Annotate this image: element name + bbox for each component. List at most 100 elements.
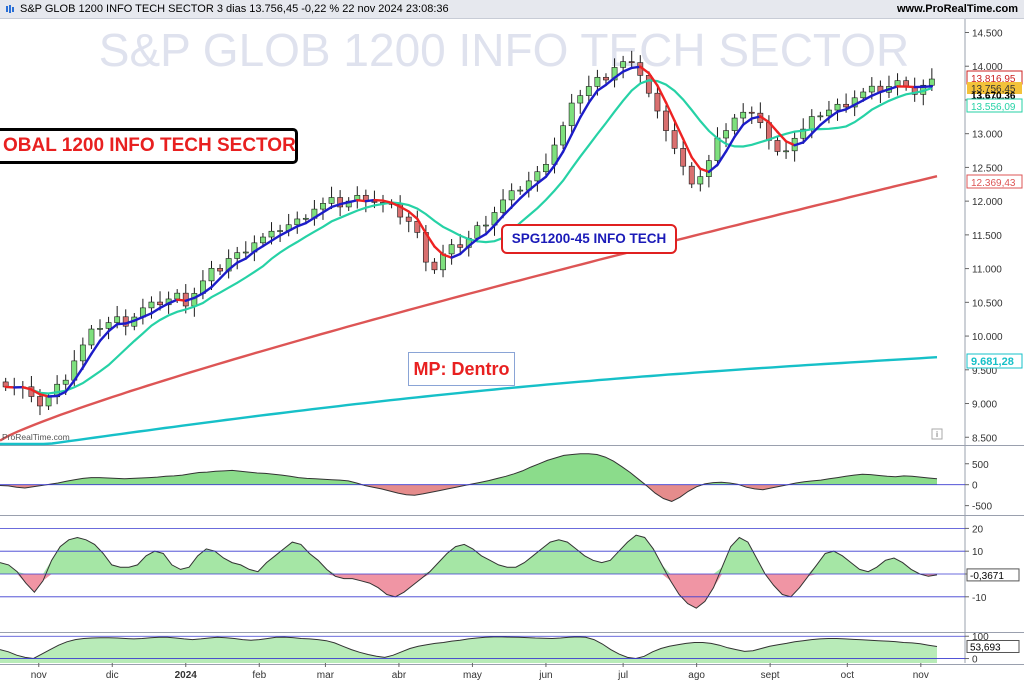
candle-body [431, 261, 438, 271]
signal-line-segment [330, 203, 342, 209]
signal-line-segment [167, 298, 179, 305]
signal-line-segment [613, 70, 625, 79]
signal-line-segment [115, 322, 127, 326]
candle-body [645, 75, 652, 94]
indicator-line [0, 453, 938, 502]
candle-body [457, 244, 464, 248]
signal-line-segment [244, 250, 256, 260]
price-label-ma-medium-box [966, 98, 1023, 113]
signal-line-segment [501, 205, 513, 217]
oscillator-panel [0, 528, 965, 609]
candle-body [731, 117, 738, 131]
signal-line-segment [218, 268, 230, 280]
last-price-highlight [967, 82, 1022, 94]
signal-line-segment [416, 217, 428, 235]
indicator-tick-label: 500 [972, 460, 989, 471]
indicator-tick-label: 0 [972, 481, 978, 492]
ticker-label: SPG1200-45 INFO TECH [501, 224, 677, 254]
signal-line-segment [390, 201, 402, 208]
website-link[interactable]: www.ProRealTime.com [896, 3, 1018, 15]
signal-line-segment [741, 117, 753, 126]
candle-body [157, 301, 163, 306]
candle-body [826, 109, 832, 117]
moving-average-medium [5, 79, 933, 395]
candle-body [148, 301, 155, 309]
signal-line-segment [141, 312, 153, 319]
price-panel [0, 50, 938, 446]
negative-area [0, 484, 937, 502]
candle-body [834, 103, 841, 111]
candle-body [560, 125, 566, 146]
price-label-ma-medium: 13.556,09 [971, 102, 1016, 113]
time-tick-label: ago [688, 670, 705, 681]
signal-line-segment [484, 224, 496, 236]
signal-line-segment [150, 306, 162, 315]
signal-line-segment [270, 234, 282, 242]
price-tick-label: 14.500 [972, 28, 1003, 39]
info-button[interactable]: i [931, 428, 943, 440]
price-axis: 8.500 9.000 9.500 10.000 10.500 11.000 11.500 1… [965, 28, 1023, 666]
candle-body [448, 244, 455, 255]
candle-body [680, 148, 687, 167]
signal-line-segment [630, 65, 642, 70]
candle-body [371, 201, 378, 203]
indicator-tick-label: -500 [972, 502, 992, 513]
candle-body [474, 225, 481, 239]
signal-line-segment [784, 140, 796, 147]
candle-body [234, 252, 241, 259]
candle-body [483, 224, 489, 227]
candle-body [543, 164, 549, 173]
time-tick-label: jun [538, 670, 552, 681]
candle-body [628, 61, 635, 63]
signal-line-segment [493, 214, 505, 227]
signal-line-segment [587, 89, 599, 104]
signal-line-segment [313, 211, 325, 219]
signal-line-segment [227, 261, 239, 271]
time-axis: nov dic 2024 feb mar abr may jun jul ago sept oct no… [31, 663, 929, 681]
price-tick-label: 14.000 [972, 62, 1003, 73]
candle-body [663, 110, 669, 131]
signal-line-segment [338, 201, 350, 206]
signal-line-segment [690, 156, 702, 170]
candle-body [217, 268, 223, 272]
signal-line-segment [639, 65, 651, 75]
brand-label: ProRealTime.com [2, 432, 70, 442]
price-label-ma-vlong-box [966, 353, 1023, 369]
positive-area [0, 535, 937, 574]
candle-body [508, 190, 515, 201]
signal-line-segment [681, 137, 693, 159]
signal-line-segment [90, 339, 102, 355]
candle-body [500, 199, 506, 213]
candle-body [114, 316, 121, 323]
price-label-last: 13.756,45 [971, 84, 1016, 95]
signal-line-segment [656, 84, 668, 104]
candle-body [568, 102, 575, 127]
grid-lines [0, 19, 1024, 665]
signal-line-segment [579, 101, 591, 119]
candlestick-icon [6, 5, 14, 13]
indicator-value-box [966, 568, 1020, 582]
indicator-tick-label: 0 [972, 655, 978, 666]
signal-line-segment [827, 110, 839, 120]
price-tick-label: 9.000 [972, 400, 997, 411]
signal-line-segment [664, 101, 676, 122]
signal-line-segment [879, 88, 891, 94]
candle-body [320, 203, 326, 210]
signal-line-segment [253, 244, 265, 253]
signal-line-segment [184, 296, 196, 302]
indicator-tick-label: 20 [972, 524, 984, 535]
candle-body [62, 379, 69, 385]
signal-line-segment [802, 132, 813, 144]
signal-line-segment [124, 319, 136, 325]
signal-line-segment [321, 205, 333, 214]
price-label-current: 13.670,36 [971, 91, 1016, 102]
price-tick-label: 12.000 [972, 197, 1003, 208]
signal-line-segment [407, 210, 419, 220]
signal-line-segment [64, 379, 76, 393]
candle-body [414, 221, 421, 233]
mp-status-label: MP: Dentro [408, 352, 515, 386]
signal-line-segment [441, 253, 453, 259]
signal-line-segment [175, 298, 187, 302]
signal-line-segment [21, 385, 33, 391]
